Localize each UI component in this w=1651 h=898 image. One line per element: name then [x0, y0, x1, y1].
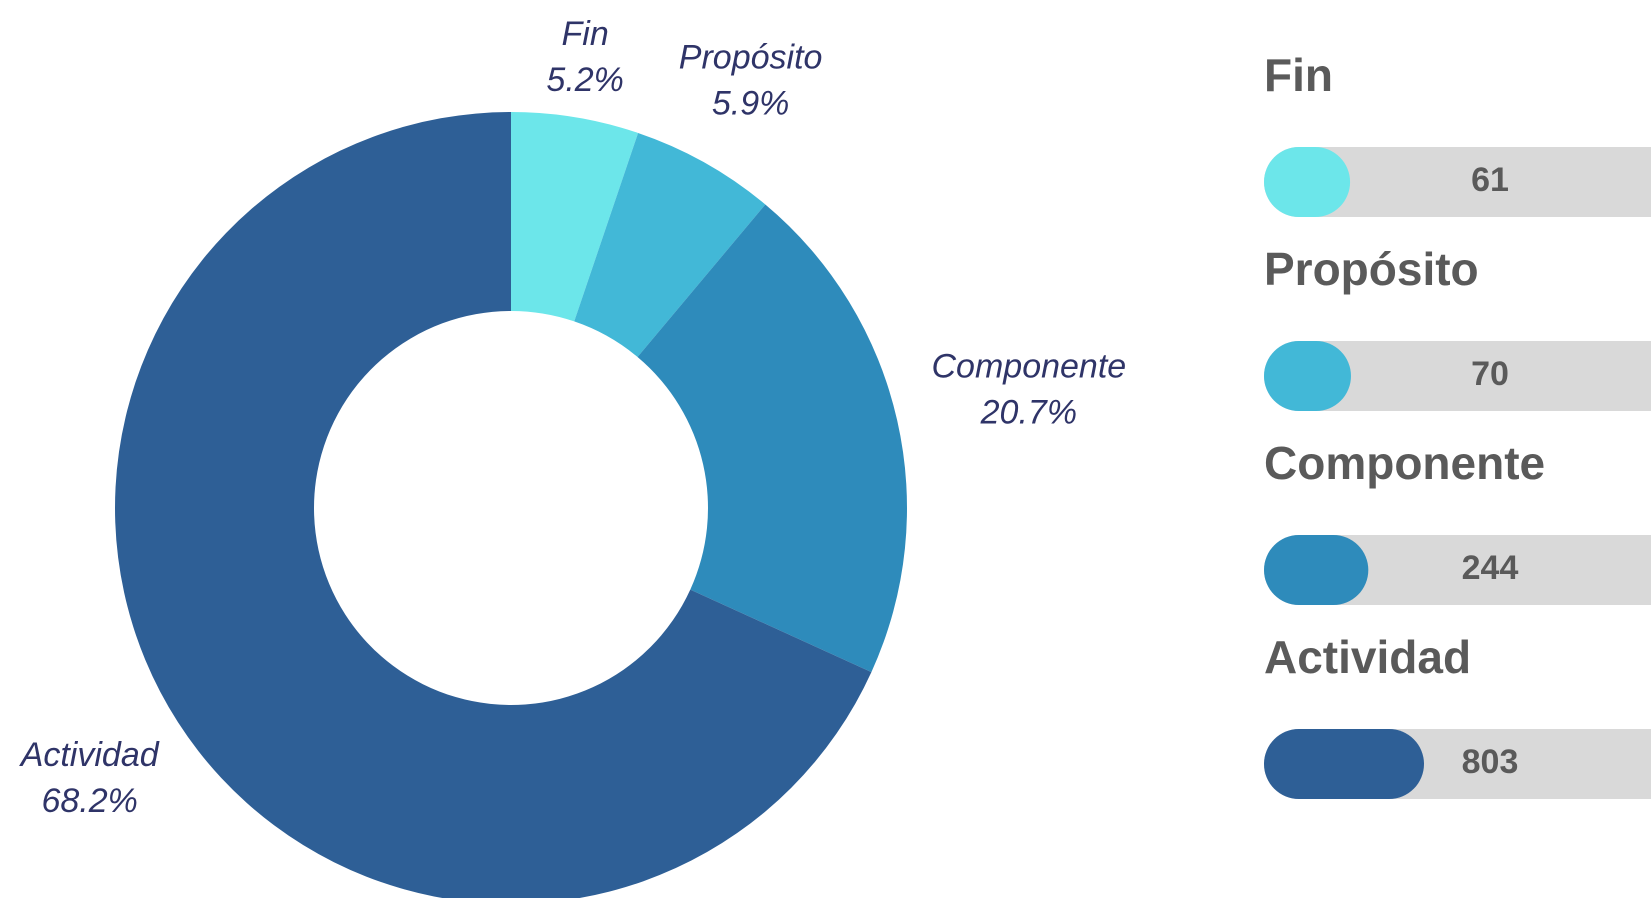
category-title: Fin — [1264, 49, 1333, 101]
bar-track — [1264, 341, 1651, 411]
slice-value-label: 20.7% — [980, 394, 1077, 432]
bar-fill — [1264, 535, 1369, 605]
bar-value: 70 — [1471, 355, 1509, 393]
slice-value-label: 5.2% — [546, 61, 624, 99]
category-title: Propósito — [1264, 243, 1479, 295]
slice-label: Actividad — [19, 736, 160, 774]
slice-value-label: 5.9% — [712, 85, 790, 123]
category-title: Actividad — [1264, 631, 1471, 683]
donut-slice — [511, 112, 639, 322]
donut-slice — [115, 112, 872, 898]
slice-label: Fin — [562, 15, 609, 53]
bar-value: 803 — [1462, 743, 1519, 781]
bar-fill — [1264, 341, 1351, 411]
slice-label: Propósito — [679, 39, 823, 77]
slice-label: Componente — [932, 348, 1127, 386]
bar-fill — [1264, 147, 1351, 217]
bar-value: 244 — [1462, 549, 1519, 587]
bar-value: 61 — [1471, 161, 1509, 199]
category-title: Componente — [1264, 437, 1545, 489]
slice-value-label: 68.2% — [41, 782, 137, 820]
donut-slice — [637, 204, 908, 673]
bar-track — [1264, 147, 1651, 217]
donut-slice — [574, 132, 766, 358]
bar-fill — [1264, 729, 1424, 799]
